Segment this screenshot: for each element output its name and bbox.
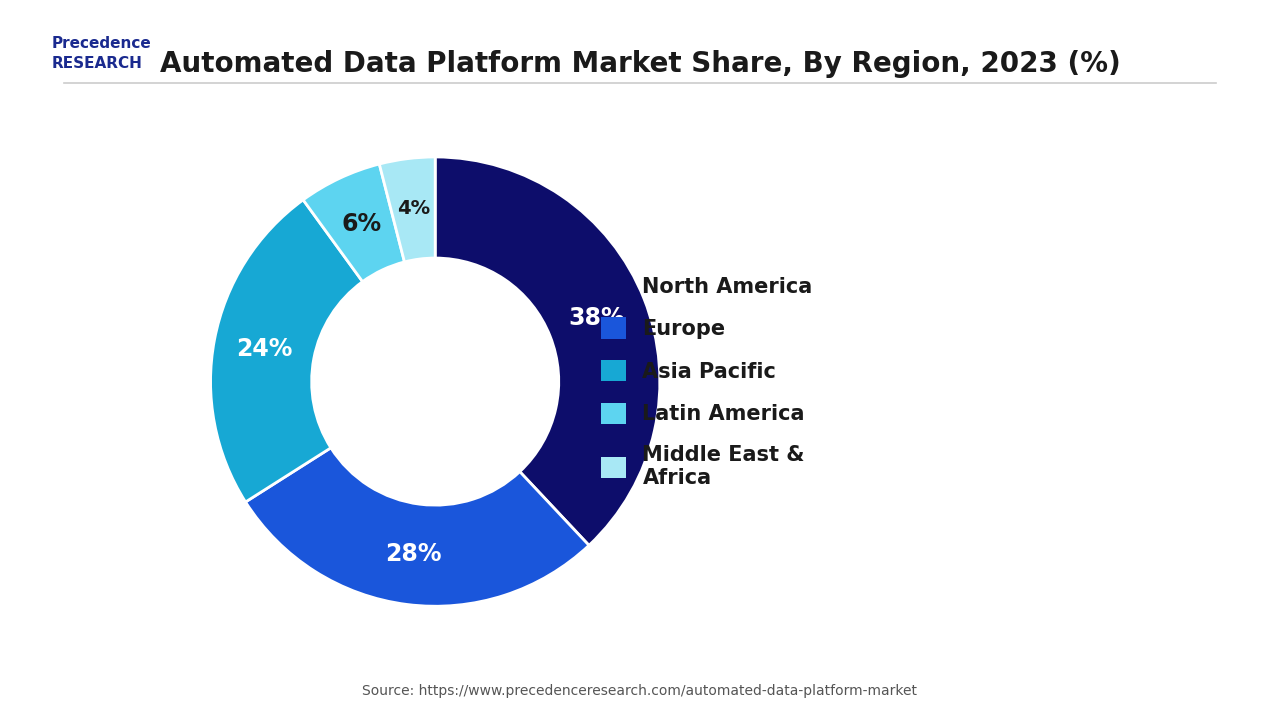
Text: 6%: 6%	[340, 212, 381, 236]
Wedge shape	[246, 448, 589, 606]
Wedge shape	[303, 164, 404, 282]
Text: 24%: 24%	[236, 337, 292, 361]
Text: 4%: 4%	[397, 199, 430, 218]
Wedge shape	[211, 200, 362, 502]
Text: 38%: 38%	[568, 305, 626, 330]
Text: Source: https://www.precedenceresearch.com/automated-data-platform-market: Source: https://www.precedenceresearch.c…	[362, 685, 918, 698]
Wedge shape	[435, 157, 659, 545]
Text: Automated Data Platform Market Share, By Region, 2023 (%): Automated Data Platform Market Share, By…	[160, 50, 1120, 78]
Legend: North America, Europe, Asia Pacific, Latin America, Middle East &
Africa: North America, Europe, Asia Pacific, Lat…	[593, 266, 820, 497]
Text: 28%: 28%	[385, 542, 442, 567]
Wedge shape	[379, 157, 435, 262]
Text: Precedence
RESEARCH: Precedence RESEARCH	[51, 36, 151, 71]
